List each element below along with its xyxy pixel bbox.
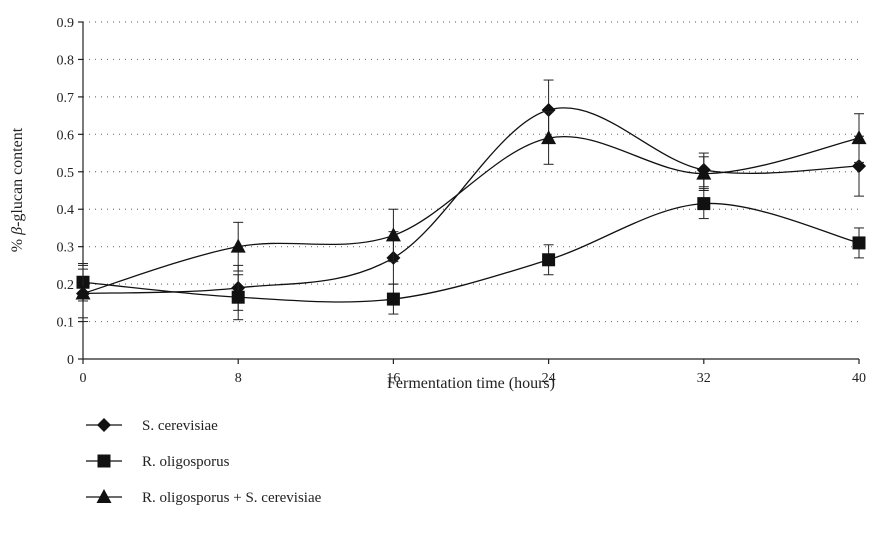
y-axis-title-italic: β [9,227,26,236]
y-axis-title-prefix: % [9,235,26,252]
x-axis-title: Fermentation time (hours) [387,375,555,392]
y-tick-label: 0.1 [57,316,75,331]
x-tick-label: 8 [235,371,242,386]
y-tick-label: 0.7 [57,91,75,106]
data-point-triangle [851,130,867,145]
x-tick-label: 16 [386,371,400,386]
legend-marker-triangle [96,489,112,503]
x-tick-label: 24 [542,371,556,386]
data-point-triangle [75,285,91,300]
x-axis-ticks: 0 8 16 24 32 40 [80,359,866,386]
y-tick-label: 0.4 [57,203,75,218]
data-point-square [231,290,245,304]
y-tick-label: 0 [67,353,74,368]
data-point-square [542,253,556,267]
plot-area [75,79,867,323]
series-diamond [76,79,866,319]
x-tick-label: 40 [852,371,866,386]
y-tick-label: 0.6 [57,128,75,143]
data-point-triangle [230,238,246,253]
legend-item: R. oligosporus [86,454,230,470]
data-point-square [852,236,866,250]
legend-item: S. cerevisiae [86,418,218,434]
series-triangle [75,111,867,323]
data-point-square [697,197,711,211]
y-axis-title-suffix: -glucan content [9,127,26,227]
data-point-triangle [541,130,557,145]
series-line [82,202,860,303]
x-tick-label: 0 [80,371,87,386]
axes [82,22,859,360]
data-point-square [386,292,400,306]
legend: S. cerevisiae R. oligosporus R. oligosporu… [86,418,322,506]
y-axis-title: % β-glucan content [9,127,26,252]
legend-label: R. oligosporus + S. cerevisiae [142,490,322,506]
y-tick-label: 0.8 [57,53,75,68]
legend-marker-diamond [97,418,111,432]
legend-label: S. cerevisiae [142,418,218,434]
y-tick-label: 0.2 [57,278,75,293]
y-axis-ticks: 0 0.1 0.2 0.3 0.4 0.5 0.6 0.7 0.8 0.9 [57,16,83,368]
legend-marker-square [97,454,111,468]
series-line [82,136,860,295]
legend-label: R. oligosporus [142,454,230,470]
y-tick-label: 0.9 [57,16,75,31]
x-tick-label: 32 [697,371,711,386]
data-point-triangle [385,227,401,242]
series-square [76,188,866,321]
series-line [82,107,860,295]
legend-item: R. oligosporus + S. cerevisiae [86,489,322,506]
data-point-diamond [541,102,556,117]
y-tick-label: 0.3 [57,241,75,256]
gridlines [83,21,859,323]
y-tick-label: 0.5 [57,166,75,181]
data-point-triangle [696,165,712,180]
